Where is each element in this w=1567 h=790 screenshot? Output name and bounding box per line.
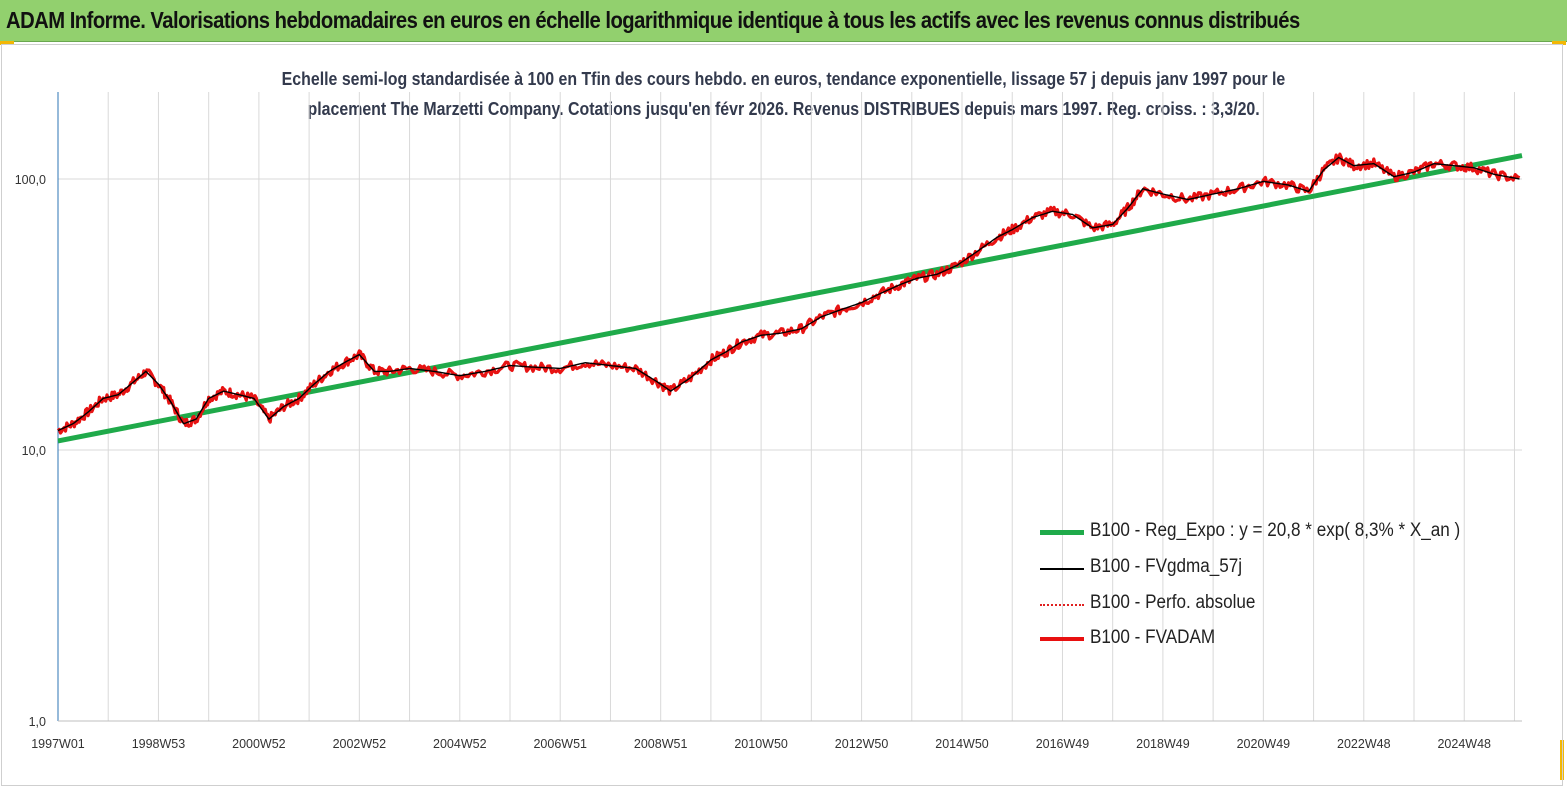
legend-swatch-fvgdma — [1040, 568, 1084, 570]
x-tick-label: 2010W50 — [734, 737, 788, 751]
x-tick-label: 2018W49 — [1136, 737, 1190, 751]
legend-swatch-perfo-absolue — [1040, 604, 1084, 606]
legend-swatch-reg-expo — [1040, 530, 1084, 535]
legend-label-fvadam: B100 - FVADAM — [1090, 627, 1216, 648]
y-tick-label: 100,0 — [15, 173, 46, 187]
x-tick-label: 2002W52 — [333, 737, 387, 751]
legend-label-perfo-absolue: B100 - Perfo. absolue — [1090, 592, 1256, 613]
x-tick-label: 2020W49 — [1237, 737, 1291, 751]
chart-title-line-2: placement The Marzetti Company. Cotation… — [307, 98, 1260, 119]
x-tick-label: 2024W48 — [1437, 737, 1491, 751]
series-reg-expo-line — [57, 153, 1523, 444]
series-perfo-absolue-line — [57, 152, 1520, 435]
corner-mark-top-left — [0, 41, 14, 45]
x-tick-label: 2004W52 — [433, 737, 487, 751]
chart-title-line-1: Echelle semi-log standardisée à 100 en T… — [281, 68, 1286, 89]
x-tick-label: 2016W49 — [1036, 737, 1090, 751]
x-tick-label: 1997W01 — [31, 737, 85, 751]
x-tick-label: 2012W50 — [835, 737, 889, 751]
y-tick-label: 10,0 — [22, 444, 46, 458]
x-tick-label: 2006W51 — [533, 737, 587, 751]
x-tick-label: 2014W50 — [935, 737, 989, 751]
legend-swatch-fvadam — [1040, 637, 1084, 641]
x-tick-label: 2008W51 — [634, 737, 688, 751]
report-title: ADAM Informe. Valorisations hebdomadaire… — [6, 7, 1300, 33]
series-fvgdma-line — [57, 156, 1520, 432]
x-tick-label: 2000W52 — [232, 737, 286, 751]
legend-label-fvgdma: B100 - FVgdma_57j — [1090, 556, 1243, 577]
corner-mark-top-right — [1552, 41, 1566, 45]
legend-label-reg-expo: B100 - Reg_Expo : y = 20,8 * exp( 8,3% *… — [1090, 520, 1461, 541]
y-tick-label: 1,0 — [29, 715, 46, 729]
report-banner: ADAM Informe. Valorisations hebdomadaire… — [0, 0, 1567, 42]
series-fvadam-line — [56, 152, 1521, 435]
x-tick-label: 1998W53 — [132, 737, 186, 751]
x-tick-label: 2022W48 — [1337, 737, 1391, 751]
chart-frame — [1, 44, 1563, 786]
